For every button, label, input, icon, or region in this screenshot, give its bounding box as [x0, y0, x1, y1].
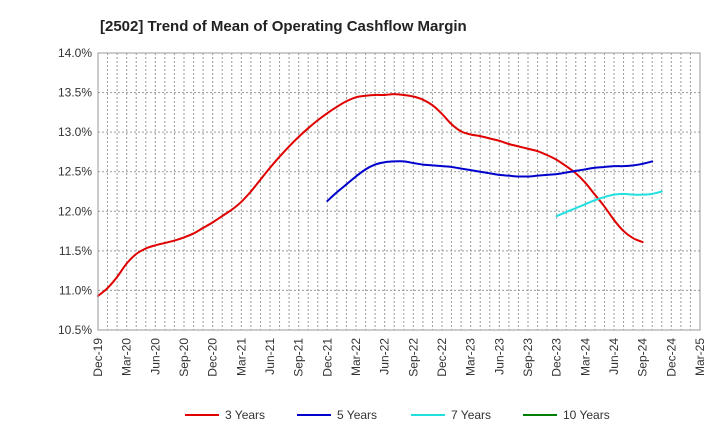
y-tick-label: 12.5% [58, 165, 92, 179]
x-tick-label: Mar-24 [578, 338, 592, 376]
x-tick-label: Sep-24 [636, 338, 650, 377]
series-line-5-years [326, 160, 654, 202]
legend-label-7-years: 7 Years [451, 408, 491, 422]
y-tick-label: 11.5% [59, 244, 92, 258]
x-axis-ticks: Dec-19 Mar-20 Jun-20 Sep-20 Dec-20 Mar-21 Jun-… [91, 338, 707, 377]
legend: 3 Years 5 Years 7 Years 10 Years [185, 408, 610, 422]
x-tick-label: Mar-21 [234, 338, 248, 376]
x-tick-label: Sep-20 [177, 338, 191, 377]
x-tick-label: Jun-20 [148, 338, 162, 375]
x-tick-label: Jun-22 [378, 338, 392, 375]
series-lines [97, 93, 663, 297]
x-tick-label: Dec-19 [91, 338, 105, 377]
x-tick-label: Dec-23 [550, 338, 564, 377]
legend-label-3-years: 3 Years [225, 408, 265, 422]
x-tick-label: Mar-25 [693, 338, 707, 376]
x-tick-label: Jun-24 [607, 338, 621, 375]
y-tick-label: 10.5% [58, 323, 92, 337]
grid-layer [97, 52, 701, 331]
x-tick-label: Dec-24 [664, 338, 678, 377]
y-tick-label: 11.0% [59, 283, 92, 297]
y-tick-label: 13.0% [58, 125, 92, 139]
plot-frame [97, 52, 701, 331]
x-tick-label: Dec-21 [320, 338, 334, 377]
x-tick-label: Sep-21 [292, 338, 306, 377]
x-tick-label: Dec-20 [206, 338, 220, 377]
x-tick-label: Dec-22 [435, 338, 449, 377]
y-tick-label: 12.0% [58, 204, 92, 218]
legend-label-5-years: 5 Years [337, 408, 377, 422]
x-tick-label: Jun-23 [492, 338, 506, 375]
y-tick-label: 13.5% [58, 86, 92, 100]
x-tick-label: Jun-21 [263, 338, 277, 375]
series-line-3-years [97, 93, 644, 297]
series-line-7-years [555, 190, 663, 218]
y-axis-ticks: 10.5% 11.0% 11.5% 12.0% 12.5% 13.0% 13.5% 14.0% [58, 46, 92, 337]
legend-label-10-years: 10 Years [563, 408, 610, 422]
x-tick-label: Mar-22 [349, 338, 363, 376]
y-tick-label: 14.0% [58, 46, 92, 60]
x-tick-label: Mar-23 [464, 338, 478, 376]
chart-title: [2502] Trend of Mean of Operating Cashfl… [100, 18, 467, 35]
x-tick-label: Sep-22 [406, 338, 420, 377]
x-tick-label: Sep-23 [521, 338, 535, 377]
x-tick-label: Mar-20 [120, 338, 134, 376]
